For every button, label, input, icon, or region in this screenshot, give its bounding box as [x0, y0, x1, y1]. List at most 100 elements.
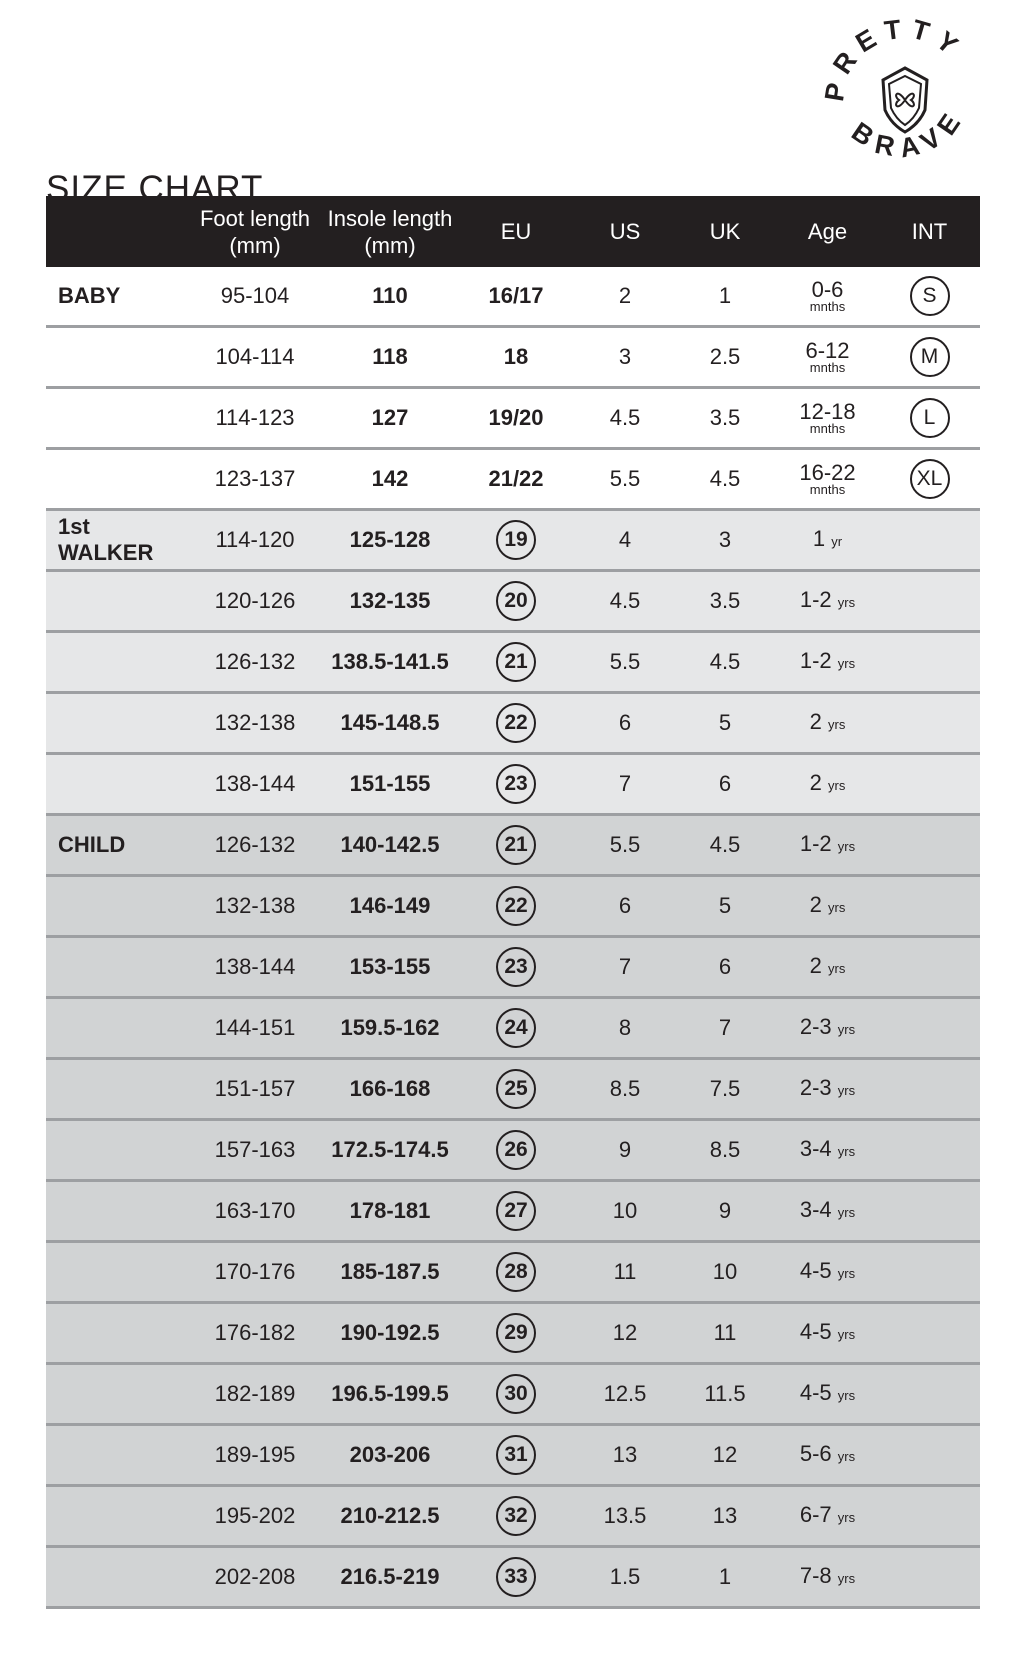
eu-size-cell: 24 [456, 1008, 576, 1048]
insole-length-cell: 172.5-174.5 [331, 1137, 449, 1162]
foot-length-cell: 104-114 [215, 344, 295, 369]
uk-size-cell: 4.5 [709, 649, 741, 674]
eu-size-cell-circle: 32 [496, 1496, 536, 1536]
age-unit: yrs [837, 1082, 856, 1098]
age-value: 6-12 [805, 337, 850, 363]
table-row: 123-137 142 21/22 5.5 4.5 16-22 mnths XL [46, 450, 980, 511]
us-size-cell: 8 [618, 1015, 632, 1040]
age-cell: 1 yr [776, 527, 879, 552]
insole-length-cell: 118 [372, 344, 408, 369]
header-insole-length: Insole length (mm) [327, 205, 453, 258]
us-size-cell: 6 [618, 710, 632, 735]
age-cell: 1-2 yrs [776, 832, 879, 857]
size-chart-table: Foot length (mm) Insole length (mm) EU U… [46, 196, 980, 1609]
insole-length-cell: 138.5-141.5 [331, 649, 449, 674]
int-size-cell-circle: XL [909, 459, 950, 499]
eu-size-cell: 20 [456, 581, 576, 621]
foot-length-cell: 95-104 [220, 283, 290, 308]
age-value: 4-5 [799, 1318, 832, 1344]
age-value: 2-3 [799, 1074, 832, 1100]
foot-length-cell: 176-182 [214, 1320, 296, 1345]
eu-size-cell: 22 [456, 886, 576, 926]
us-size-cell: 8.5 [609, 1076, 641, 1101]
eu-size-cell-circle: 27 [496, 1191, 536, 1231]
insole-length-cell: 151-155 [349, 771, 431, 796]
age-cell: 4-5 yrs [776, 1318, 879, 1345]
group-label: BABY [58, 283, 121, 308]
eu-size-cell: 22 [456, 703, 576, 743]
eu-size-cell-circle: 30 [496, 1374, 536, 1414]
eu-size-cell: 18 [503, 344, 529, 369]
table-row: 132-138 145-148.5 22 6 5 2 yrs [46, 694, 980, 755]
eu-size-cell: 16/17 [488, 283, 544, 308]
insole-length-cell: 146-149 [349, 893, 431, 918]
age-value: 2 [809, 769, 822, 795]
age-value: 2 [809, 891, 822, 917]
uk-size-cell: 3.5 [709, 405, 741, 430]
svg-text:PRETTY: PRETTY [823, 18, 970, 103]
age-unit: mnths [809, 359, 846, 375]
foot-length-cell: 151-157 [214, 1076, 296, 1101]
age-unit: yrs [828, 960, 846, 976]
age-cell: 2 yrs [776, 891, 879, 918]
age-cell: 3-4 yrs [776, 1135, 879, 1162]
foot-length-cell: 157-163 [214, 1137, 296, 1162]
uk-size-cell: 4.5 [709, 832, 741, 857]
table-row: 138-144 151-155 23 7 6 2 yrs [46, 755, 980, 816]
uk-size-cell: 2.5 [709, 344, 741, 369]
eu-size-cell-circle: 33 [496, 1557, 536, 1597]
group-label: CHILD [58, 832, 126, 857]
age-cell: 2-3 yrs [776, 1074, 879, 1101]
uk-size-cell: 13 [712, 1503, 738, 1528]
uk-size-cell: 3 [718, 527, 732, 552]
eu-size-cell: 26 [456, 1130, 576, 1170]
eu-size-cell-circle: 19 [496, 520, 536, 560]
eu-size-cell-circle: 25 [496, 1069, 536, 1109]
header-foot-length: Foot length (mm) [199, 205, 311, 258]
uk-size-cell: 5 [718, 710, 732, 735]
eu-size-cell: 21 [456, 642, 576, 682]
age-cell: 4-5 yrs [776, 1381, 879, 1406]
eu-size-cell-circle: 22 [496, 886, 536, 926]
age-value: 12-18 [799, 398, 856, 424]
age-cell: 12-18 mnths [776, 398, 879, 435]
age-cell: 2-3 yrs [776, 1013, 879, 1040]
int-size-cell: S [879, 276, 980, 316]
table-row: 151-157 166-168 25 8.5 7.5 2-3 yrs [46, 1060, 980, 1121]
us-size-cell: 7 [618, 954, 632, 979]
age-unit: yrs [837, 594, 856, 610]
age-value: 2-3 [799, 1013, 832, 1039]
insole-length-cell: 145-148.5 [340, 710, 440, 735]
eu-size-cell-circle: 23 [496, 764, 536, 804]
age-cell: 6-12 mnths [776, 337, 879, 375]
int-size-cell: M [879, 337, 980, 377]
eu-size-cell: 29 [456, 1313, 576, 1353]
svg-text:BRAVE: BRAVE [843, 98, 976, 171]
us-size-cell: 12 [612, 1320, 638, 1345]
foot-length-cell: 144-151 [214, 1015, 296, 1040]
table-row: 176-182 190-192.5 29 12 11 4-5 yrs [46, 1304, 980, 1365]
age-cell: 6-7 yrs [776, 1501, 879, 1528]
foot-length-cell: 170-176 [214, 1259, 296, 1284]
foot-length-cell: 132-138 [214, 710, 296, 735]
age-value: 1-2 [799, 586, 832, 612]
table-row: 114-123 127 19/20 4.5 3.5 12-18 mnths L [46, 389, 980, 450]
age-value: 3-4 [799, 1135, 832, 1161]
uk-size-cell: 12 [712, 1442, 738, 1467]
table-row: 170-176 185-187.5 28 11 10 4-5 yrs [46, 1243, 980, 1304]
table-header: Foot length (mm) Insole length (mm) EU U… [46, 196, 980, 267]
uk-size-cell: 5 [718, 893, 732, 918]
int-size-cell-circle: S [909, 276, 950, 316]
insole-length-cell: 166-168 [349, 1076, 431, 1101]
header-eu: EU [500, 219, 532, 244]
insole-length-cell: 178-181 [349, 1198, 431, 1223]
table-row: 157-163 172.5-174.5 26 9 8.5 3-4 yrs [46, 1121, 980, 1182]
table-row: 144-151 159.5-162 24 8 7 2-3 yrs [46, 999, 980, 1060]
age-value: 6-7 [799, 1501, 832, 1527]
us-size-cell: 5.5 [609, 649, 641, 674]
insole-length-cell: 190-192.5 [340, 1320, 440, 1345]
age-cell: 2 yrs [776, 769, 879, 796]
age-value: 1-2 [799, 647, 832, 673]
age-unit: yrs [837, 1570, 856, 1586]
eu-size-cell-circle: 21 [496, 642, 536, 682]
